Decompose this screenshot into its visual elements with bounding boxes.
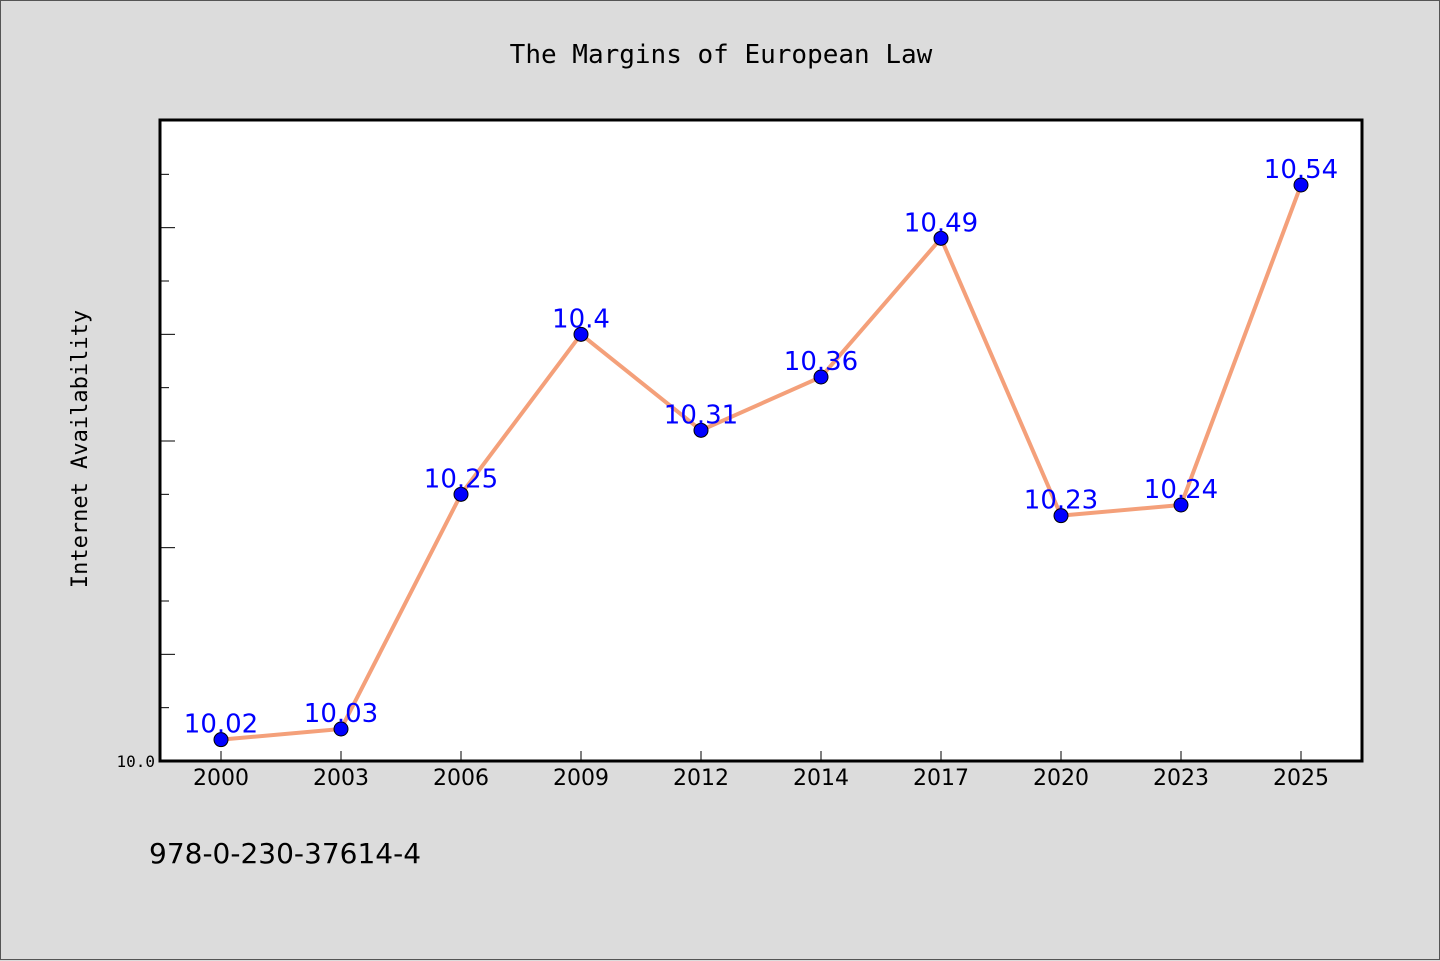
series-lines [220,184,1303,742]
x-tick-label: 2006 [433,766,489,791]
x-tick-label: 2023 [1153,766,1209,791]
data-label: 10.02 [184,710,258,740]
isbn-footer: 978-0-230-37614-4 [149,837,421,870]
data-point [1173,497,1189,513]
x-tick-label: 2014 [793,766,849,791]
x-tick-label: 2000 [193,766,249,791]
data-point [573,326,589,342]
y-axis-label: Internet Availability [68,310,93,588]
x-tick-label: 2003 [313,766,369,791]
data-label: 10.24 [1144,475,1218,505]
data-label: 10.49 [904,208,978,238]
y-major-ticks: 10.0 [116,752,155,771]
x-tick-label: 2017 [913,766,969,791]
series-line [220,184,1303,742]
data-point [693,422,709,438]
y-minor-ticks [161,173,175,709]
data-point [213,732,229,748]
data-label: 10.23 [1024,486,1098,516]
data-label: 10.31 [664,400,738,430]
x-tick-label: 2025 [1273,766,1329,791]
data-point [813,369,829,385]
chart-title: The Margins of European Law [510,40,933,70]
data-label: 10.25 [424,464,498,494]
data-label: 10.03 [304,699,378,729]
data-point [1293,177,1309,193]
series-points [213,177,1309,748]
data-point [453,486,469,502]
x-axis-ticks: 2000 2003 2006 2009 2012 2014 2017 2020 2023 2025 [193,751,1329,791]
x-tick-label: 2012 [673,766,729,791]
data-point [933,230,949,246]
data-label: 10.36 [784,347,858,377]
series-data-labels: 10.02 10.03 10.25 10.4 10.31 10.36 10.49 10.23 1… [184,155,1338,740]
data-point [333,721,349,737]
plot-area [158,118,1364,763]
x-tick-label: 2009 [553,766,609,791]
y-tick-label: 10.0 [116,752,155,771]
data-point [1053,508,1069,524]
x-tick-label: 2020 [1033,766,1089,791]
data-label: 10.4 [552,304,610,334]
data-label: 10.54 [1264,155,1338,185]
